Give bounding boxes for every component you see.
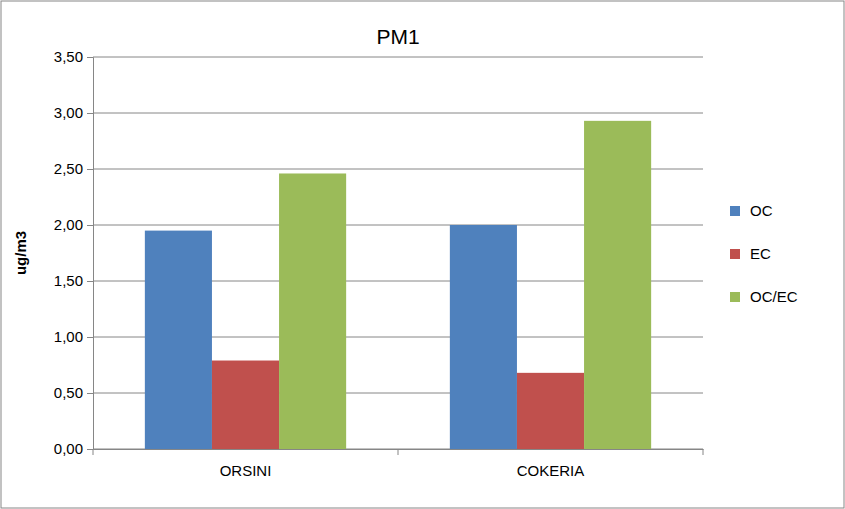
category-separator	[703, 449, 704, 455]
y-tick: 2,50	[54, 160, 93, 177]
category-separator	[93, 449, 94, 455]
y-tick: 3,50	[54, 48, 93, 65]
y-tick-mark	[87, 113, 93, 114]
y-tick: 3,00	[54, 104, 93, 121]
chart-frame	[1, 1, 844, 508]
y-axis-title: ug/m3	[12, 231, 29, 275]
y-tick-mark	[87, 337, 93, 338]
bar	[450, 225, 517, 449]
legend-swatch	[730, 249, 740, 259]
y-tick: 0,50	[54, 384, 93, 401]
x-tick-label: COKERIA	[517, 462, 585, 479]
y-tick-label: 3,00	[54, 104, 83, 121]
y-axis: 0,00 0,50 1,00 1,50 2,00 2,50 3,00 3,50	[54, 48, 94, 457]
y-tick: 1,00	[54, 328, 93, 345]
y-tick: 0,00	[54, 440, 93, 457]
bar	[517, 373, 584, 449]
y-tick-mark	[87, 281, 93, 282]
chart: 0,00 0,50 1,00 1,50 2,00 2,50 3,00 3,50 ORSINI CO…	[0, 0, 845, 509]
y-tick-label: 0,50	[54, 384, 83, 401]
title: PM1	[376, 25, 419, 48]
y-tick: 2,00	[54, 216, 93, 233]
y-tick-label: 1,50	[54, 272, 83, 289]
bars	[145, 121, 651, 449]
y-tick-label: 3,50	[54, 48, 83, 65]
bar	[145, 231, 212, 449]
grid	[93, 57, 703, 449]
legend-label: EC	[750, 245, 771, 262]
y-tick-mark	[87, 449, 93, 450]
grid-line	[93, 57, 703, 58]
bar	[584, 121, 651, 449]
y-tick-mark	[87, 225, 93, 226]
y-tick-label: 0,00	[54, 440, 83, 457]
y-tick-label: 2,50	[54, 160, 83, 177]
x-tick: ORSINI	[220, 449, 272, 479]
grid-line	[93, 113, 703, 114]
y-tick-mark	[87, 169, 93, 170]
legend: OC EC OC/EC	[730, 202, 798, 305]
legend-label: OC	[750, 202, 773, 219]
y-tick: 1,50	[54, 272, 93, 289]
legend-swatch	[730, 292, 740, 302]
legend-label: OC/EC	[750, 288, 798, 305]
y-tick-label: 2,00	[54, 216, 83, 233]
y-tick-mark	[87, 393, 93, 394]
y-tick-label: 1,00	[54, 328, 83, 345]
bar	[212, 361, 279, 449]
legend-swatch	[730, 206, 740, 216]
y-tick-mark	[87, 57, 93, 58]
x-tick: COKERIA	[517, 449, 585, 479]
category-separator	[398, 449, 399, 455]
x-tick-label: ORSINI	[220, 462, 272, 479]
y-axis-line	[87, 58, 94, 450]
x-axis: ORSINI COKERIA	[94, 449, 704, 479]
bar	[279, 173, 346, 449]
